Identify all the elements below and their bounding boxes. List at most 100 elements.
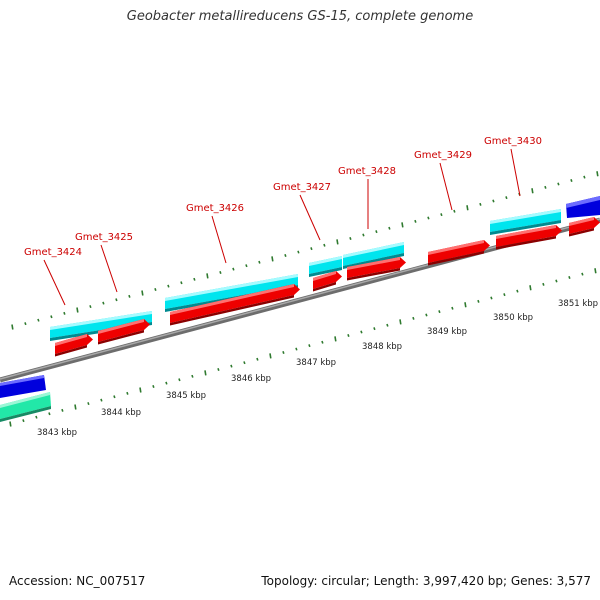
gene-cds-highlight — [347, 257, 400, 270]
scale-tick — [284, 253, 287, 257]
gene-cds-highlight — [313, 271, 336, 281]
scale-tick — [219, 271, 222, 274]
scale-tick — [544, 185, 547, 189]
scale-tick — [178, 378, 181, 382]
label-leader-line — [43, 259, 66, 306]
scale-tick — [529, 285, 532, 291]
scale-tick — [295, 347, 298, 351]
scale-tick — [453, 209, 456, 213]
genome-summary-text: Topology: circular; Length: 3,997,420 bp… — [261, 574, 591, 588]
scale-tick — [232, 267, 235, 271]
scale-tick — [349, 236, 352, 240]
scale-tick — [581, 272, 584, 276]
scale-tick — [440, 213, 443, 217]
scale-tick — [505, 196, 508, 200]
scale-tick — [531, 188, 534, 194]
scale-tick — [258, 260, 261, 264]
scale-tick — [37, 318, 40, 322]
gene-cds-arrow — [428, 240, 490, 263]
scale-tick — [503, 293, 506, 297]
scale-tick — [76, 307, 79, 313]
gene-cds-highlight — [170, 284, 294, 315]
kbp-label: 3851 kbp — [558, 299, 598, 309]
scale-tick — [139, 387, 142, 393]
gene-cds-highlight — [98, 319, 144, 334]
scale-tick — [141, 290, 144, 296]
label-leader-line — [510, 148, 521, 197]
gene-region-shadow — [490, 220, 561, 235]
scale-tick — [451, 306, 454, 310]
kbp-label: 3848 kbp — [362, 342, 402, 352]
scale-tick — [464, 302, 467, 308]
scale-tick — [490, 296, 493, 300]
scale-tick — [24, 322, 27, 326]
scale-tick — [204, 370, 207, 376]
gene-region-highlight — [165, 274, 298, 301]
label-leader-line — [439, 162, 453, 211]
label-leader-line — [211, 215, 227, 264]
scale-tick — [362, 233, 365, 237]
scale-tick — [191, 374, 194, 378]
gene-cds-arrow — [347, 257, 406, 278]
scale-tick — [269, 353, 272, 359]
scale-tick — [336, 239, 339, 245]
scale-tick — [401, 222, 404, 228]
scale-tick — [35, 415, 38, 419]
kbp-label: 3843 kbp — [37, 428, 77, 438]
scale-tick — [375, 230, 378, 234]
feature-blue-right — [566, 196, 600, 218]
scale-tick — [113, 395, 116, 399]
scale-tick — [373, 327, 376, 331]
scale-tick — [271, 256, 274, 262]
gene-cds-shadow — [347, 268, 400, 281]
gene-cds-shadow — [55, 345, 87, 357]
gene-region-shadow — [309, 267, 342, 277]
gene-label: Gmet_3427 — [273, 182, 331, 193]
scale-tick — [206, 273, 209, 279]
scale-tick — [438, 310, 441, 314]
accession-text: Accession: NC_007517 — [9, 574, 146, 588]
gene-label: Gmet_3429 — [414, 150, 472, 161]
scale-tick — [61, 408, 64, 412]
scale-tick — [152, 385, 155, 389]
scale-tick — [479, 202, 482, 206]
gene-cds-arrows — [55, 217, 600, 357]
label-leader-line — [299, 194, 321, 241]
gene-cds-shadow — [569, 228, 594, 237]
scale-tick — [596, 171, 599, 177]
scale-tick — [87, 402, 90, 406]
scale-tick — [516, 289, 519, 293]
map-title: Geobacter metallireducens GS-15, complet… — [126, 9, 474, 24]
tick-marks — [9, 171, 599, 427]
label-leaders — [43, 148, 521, 306]
gene-cds-arrow — [313, 271, 342, 289]
scale-tick — [477, 299, 480, 303]
scale-tick — [466, 205, 469, 211]
scale-tick — [323, 243, 326, 247]
scale-tick — [347, 333, 350, 337]
scale-tick — [50, 315, 53, 319]
scale-tick — [167, 284, 170, 288]
gene-label: Gmet_3430 — [484, 136, 542, 147]
scale-tick — [334, 336, 337, 342]
scale-tick — [427, 216, 430, 220]
kbp-label: 3850 kbp — [493, 313, 533, 323]
scale-tick — [165, 381, 168, 385]
scale-tick — [63, 311, 66, 315]
scale-tick — [425, 313, 428, 317]
scale-tick — [9, 421, 12, 427]
gene-cds-shadow — [428, 251, 484, 266]
kbp-label: 3844 kbp — [101, 408, 141, 418]
scale-tick — [128, 294, 131, 298]
scale-tick — [22, 419, 25, 423]
scale-tick — [555, 279, 558, 283]
gene-cds-highlight — [496, 225, 556, 239]
scale-tick — [360, 330, 363, 334]
scale-tick — [11, 324, 14, 330]
scale-tick — [542, 282, 545, 286]
gene-cds-arrow — [55, 334, 93, 354]
gene-cds-arrow — [496, 225, 562, 247]
scale-tick — [193, 277, 196, 281]
kbp-label: 3847 kbp — [296, 358, 336, 368]
